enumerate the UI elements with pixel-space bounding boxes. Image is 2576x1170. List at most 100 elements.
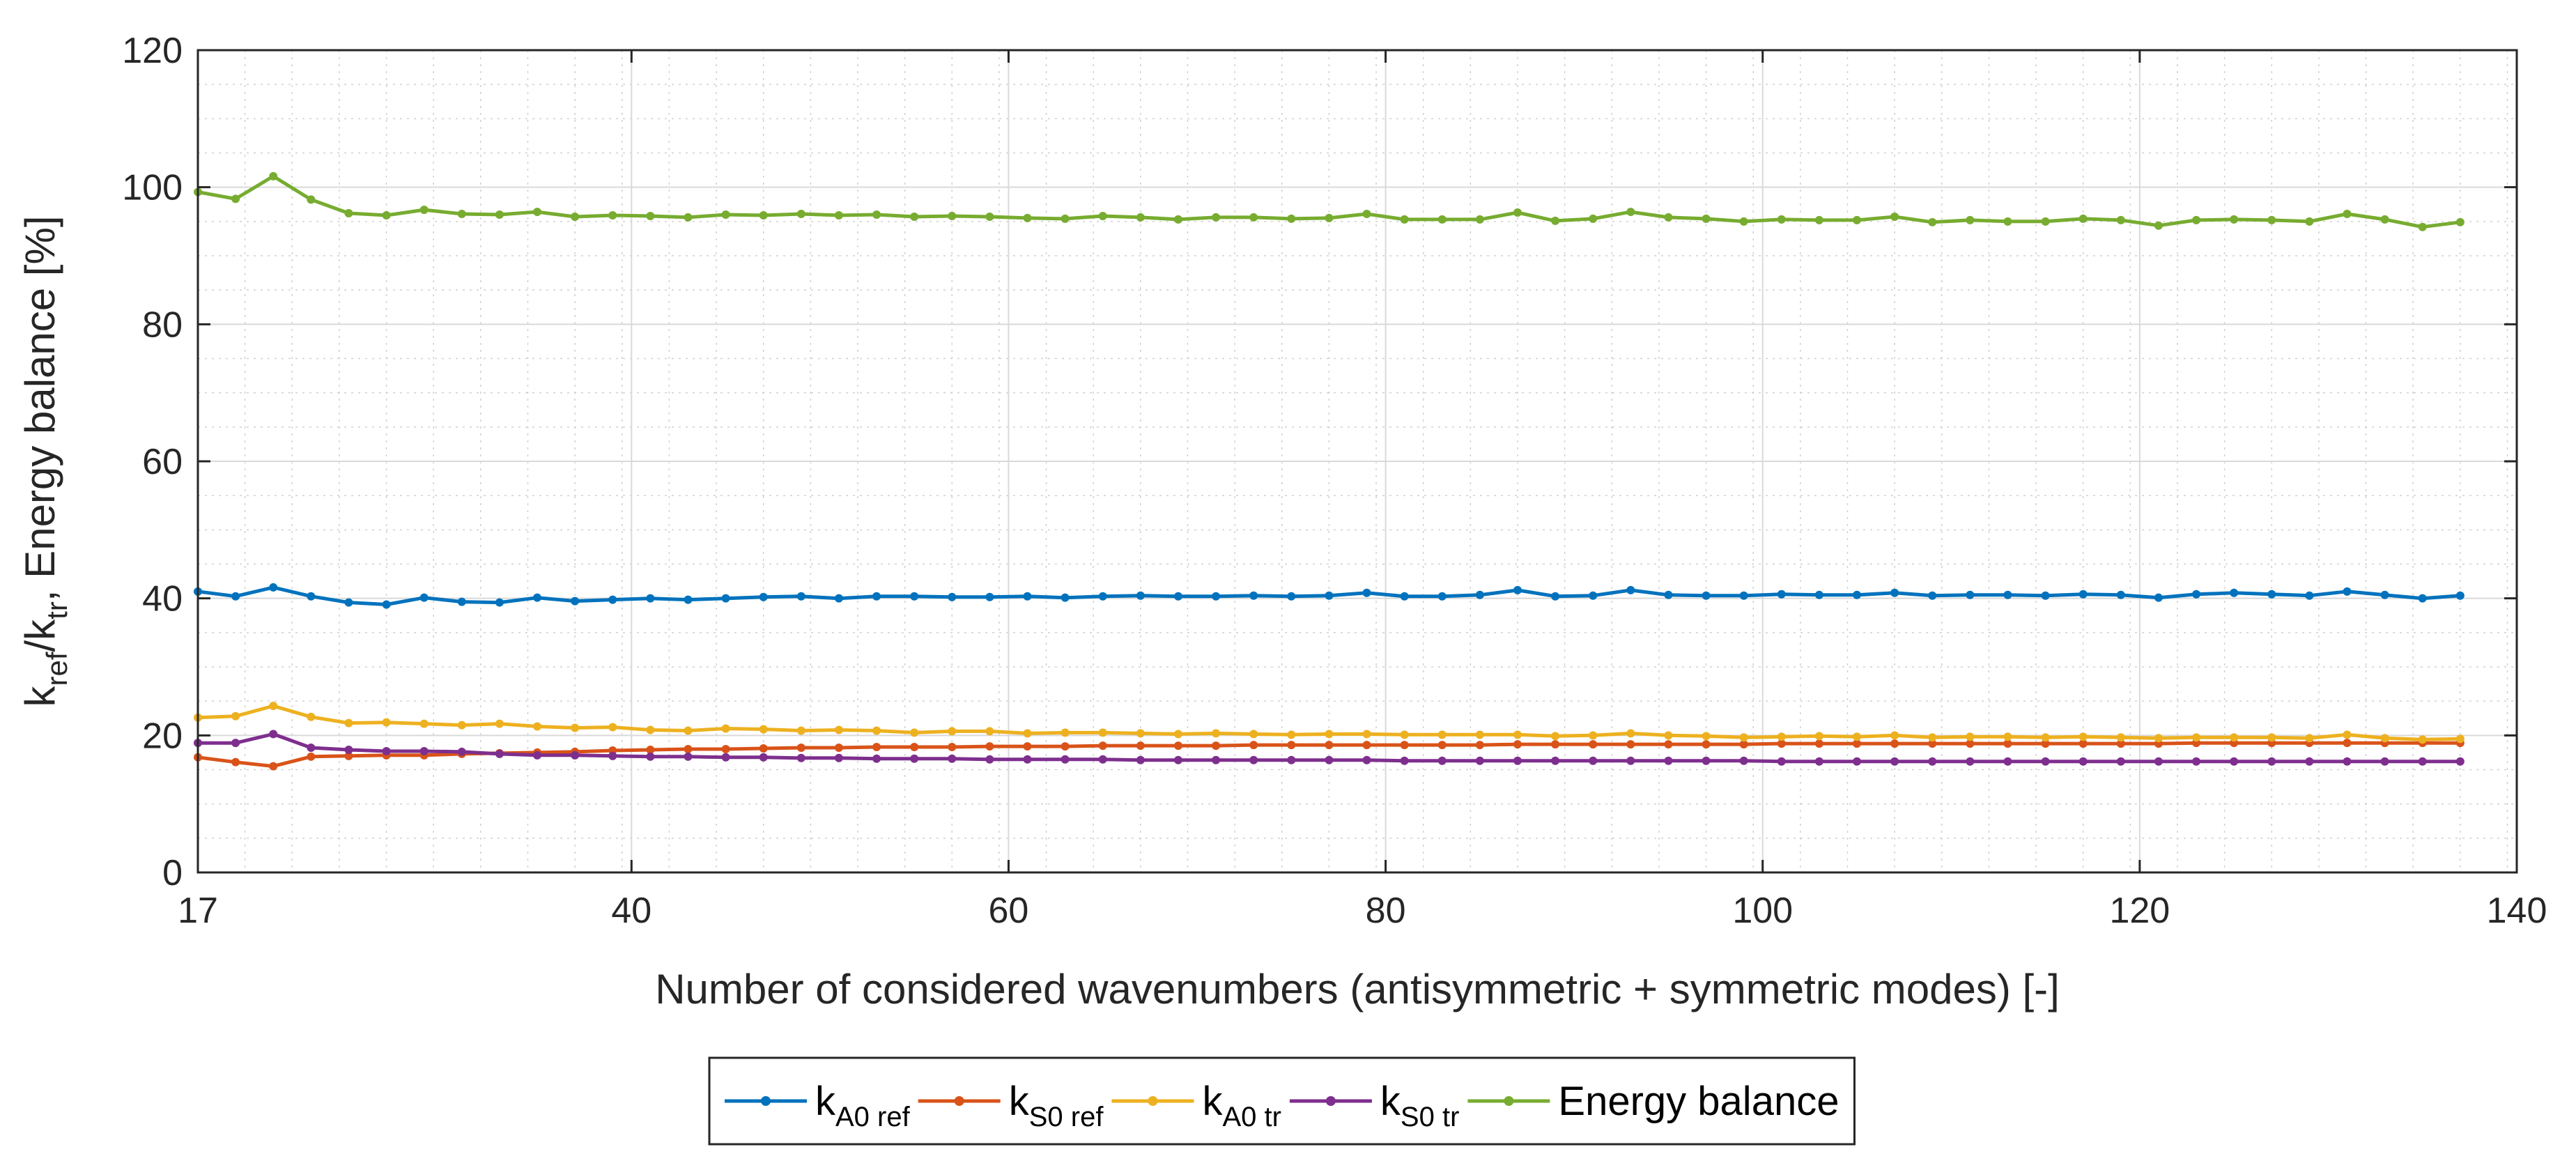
data-point-energy-balance: [2078, 214, 2088, 223]
data-point-ks0-tr: [1702, 756, 1711, 765]
data-point-ka0-ref: [533, 593, 542, 602]
data-point-energy-balance: [1136, 213, 1145, 222]
data-point-ks0-ref: [1212, 741, 1221, 751]
data-point-ks0-ref: [1928, 739, 1937, 748]
data-point-ks0-tr: [344, 745, 353, 754]
legend-box: [708, 1056, 1856, 1146]
legend-swatch-marker: [761, 1096, 771, 1106]
data-point-ka0-tr: [796, 726, 805, 735]
y-title-rest: , Energy balance [%]: [17, 216, 63, 602]
data-point-energy-balance: [419, 206, 429, 215]
data-point-energy-balance: [1928, 217, 1937, 226]
data-point-ka0-ref: [872, 592, 881, 601]
data-point-energy-balance: [2192, 215, 2201, 224]
data-point-ks0-tr: [1928, 757, 1937, 766]
data-point-ks0-ref: [1136, 741, 1145, 751]
data-point-ka0-ref: [910, 592, 919, 601]
data-point-ks0-tr: [2343, 757, 2352, 766]
data-point-ka0-ref: [2455, 591, 2465, 600]
data-point-ka0-ref: [344, 598, 353, 607]
data-point-ks0-tr: [419, 746, 429, 755]
data-point-ks0-ref: [1890, 739, 1899, 748]
data-point-ks0-ref: [1098, 741, 1107, 751]
data-point-ks0-ref: [1513, 740, 1522, 749]
y-title-k-ref: k: [17, 686, 63, 707]
data-point-ks0-tr: [1777, 757, 1786, 766]
data-point-ks0-tr: [1287, 755, 1296, 764]
x-tick-label: 120: [2109, 891, 2170, 931]
data-point-ka0-tr: [1513, 730, 1522, 739]
legend-swatch-marker: [954, 1096, 964, 1106]
data-point-energy-balance: [1589, 214, 1598, 223]
data-point-ks0-tr: [985, 755, 994, 764]
data-point-ka0-tr: [2192, 733, 2201, 742]
data-point-energy-balance: [684, 213, 693, 222]
data-point-ks0-tr: [2230, 757, 2239, 766]
data-point-ka0-tr: [910, 728, 919, 737]
data-point-ks0-tr: [1136, 755, 1145, 764]
data-point-ks0-tr: [495, 749, 504, 758]
data-point-energy-balance: [2230, 215, 2239, 224]
data-point-ks0-ref: [2003, 739, 2012, 748]
data-point-ks0-ref: [2041, 739, 2050, 748]
data-point-energy-balance: [1551, 216, 1560, 225]
x-tick-label: 17: [178, 891, 218, 931]
data-point-ka0-tr: [646, 725, 655, 734]
data-point-ka0-ref: [1664, 590, 1673, 599]
data-point-ka0-ref: [2305, 591, 2314, 600]
data-point-ks0-ref: [2078, 739, 2088, 748]
data-point-energy-balance: [1249, 213, 1258, 222]
data-point-ka0-tr: [1589, 731, 1598, 740]
data-point-ka0-tr: [2041, 733, 2050, 742]
data-point-ka0-tr: [2305, 734, 2314, 743]
data-point-ks0-tr: [1212, 755, 1221, 764]
data-point-ka0-tr: [344, 718, 353, 728]
data-point-ka0-tr: [834, 725, 843, 734]
data-point-ka0-ref: [646, 594, 655, 603]
data-point-energy-balance: [2154, 221, 2163, 230]
data-point-ks0-tr: [533, 751, 542, 760]
data-point-ks0-ref: [1739, 740, 1748, 749]
data-point-ks0-tr: [571, 751, 580, 760]
data-point-energy-balance: [457, 210, 466, 219]
data-point-energy-balance: [834, 210, 843, 220]
legend-items: kA0 ref kS0 ref kA0 tr kS0 tr Energy balance: [725, 1079, 1839, 1132]
legend-item-ka0-tr: kA0 tr: [1111, 1079, 1281, 1132]
data-point-ks0-tr: [2003, 757, 2012, 766]
data-point-ka0-tr: [759, 725, 768, 734]
data-point-energy-balance: [1814, 215, 1823, 224]
data-point-ka0-ref: [1475, 590, 1484, 599]
data-point-ka0-ref: [2230, 588, 2239, 597]
data-point-ks0-tr: [1551, 756, 1560, 765]
data-point-ks0-tr: [1853, 757, 1862, 766]
data-point-ks0-ref: [834, 744, 843, 753]
data-point-ks0-tr: [1061, 755, 1070, 764]
y-title-slash-k: /k: [17, 619, 63, 652]
data-point-ka0-ref: [948, 592, 957, 601]
data-point-energy-balance: [571, 212, 580, 221]
data-point-ka0-tr: [2343, 730, 2352, 739]
data-point-ka0-tr: [1400, 730, 1409, 739]
data-point-energy-balance: [1212, 213, 1221, 222]
data-point-energy-balance: [495, 210, 504, 219]
data-point-ks0-ref: [1287, 741, 1296, 750]
legend-label: Energy balance: [1558, 1079, 1839, 1124]
data-point-ka0-tr: [1853, 732, 1862, 741]
data-point-ka0-tr: [1966, 732, 1975, 741]
data-point-energy-balance: [872, 210, 881, 219]
data-point-ka0-tr: [307, 712, 316, 721]
x-axis-title: Number of considered wavenumbers (antisy…: [655, 966, 2060, 1013]
data-point-ks0-tr: [2154, 757, 2163, 766]
data-point-ks0-tr: [834, 753, 843, 762]
data-point-ks0-tr: [2305, 757, 2314, 766]
legend-label: kA0 ref: [815, 1079, 911, 1132]
data-point-ks0-ref: [646, 745, 655, 754]
axis-ticks: [196, 49, 2518, 874]
data-point-ks0-ref: [1589, 740, 1598, 749]
data-point-ka0-ref: [419, 593, 429, 602]
data-point-ka0-tr: [1890, 731, 1899, 740]
data-point-ka0-tr: [1626, 729, 1635, 738]
data-point-ks0-ref: [1664, 740, 1673, 749]
data-point-ks0-ref: [1362, 741, 1371, 750]
